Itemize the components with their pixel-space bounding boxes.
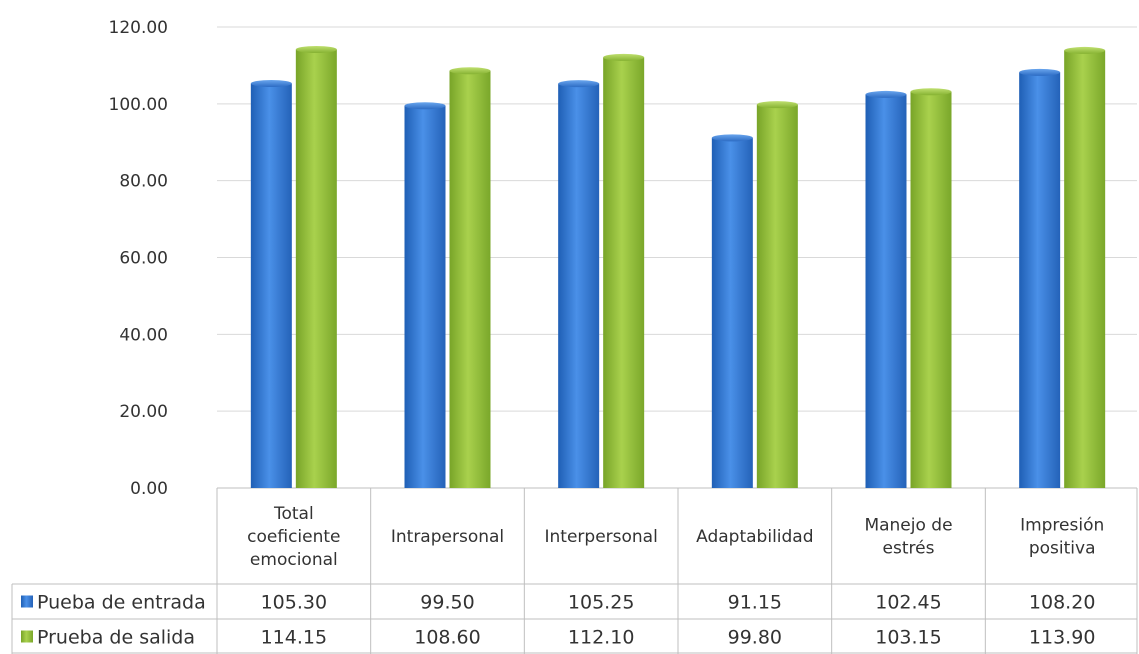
bar-top — [756, 101, 798, 109]
bar-salida — [295, 49, 337, 488]
data-label: 108.20 — [1029, 592, 1095, 614]
y-tick-label: 40.00 — [119, 325, 168, 345]
bar-entrada — [711, 137, 753, 488]
bar-top — [865, 90, 907, 98]
bar-entrada — [250, 83, 292, 488]
bar-top — [250, 79, 292, 87]
bar-salida — [603, 57, 645, 488]
y-tick-label: 120.00 — [109, 18, 168, 38]
bar-top — [1064, 46, 1106, 54]
bar-entrada — [558, 83, 600, 488]
bar-top — [404, 102, 446, 110]
bar-top — [1019, 68, 1061, 76]
data-label: 102.45 — [875, 592, 941, 614]
y-tick-label: 0.00 — [130, 479, 168, 499]
bar-top — [711, 134, 753, 142]
data-label: 114.15 — [261, 627, 327, 649]
data-label: 103.15 — [875, 627, 941, 649]
y-tick-label: 60.00 — [119, 249, 168, 269]
gridlines — [217, 26, 1137, 489]
y-tick-label: 80.00 — [119, 172, 168, 192]
legend-label: Pueba de entrada — [37, 592, 206, 614]
data-label: 108.60 — [414, 627, 480, 649]
y-axis: 0.00 20.00 40.00 60.00 80.00 100.00 120.00 — [109, 18, 168, 499]
bar-top — [603, 53, 645, 61]
data-label: 99.50 — [420, 592, 474, 614]
category-label: estrés — [883, 539, 935, 559]
category-label: Intrapersonal — [391, 527, 504, 547]
bar-top — [449, 67, 491, 75]
data-label: 113.90 — [1029, 627, 1095, 649]
y-tick-label: 100.00 — [109, 95, 168, 115]
category-label: emocional — [250, 550, 338, 570]
bar-salida — [1064, 50, 1106, 488]
data-table: Total coeficiente emocional Intrapersonal In… — [11, 488, 1138, 654]
bar-entrada — [865, 94, 907, 488]
bar-entrada — [404, 105, 446, 489]
data-label: 105.30 — [261, 592, 327, 614]
bar-entrada — [1019, 72, 1061, 488]
data-label: 91.15 — [728, 592, 782, 614]
bars — [250, 45, 1106, 489]
category-label: positiva — [1029, 539, 1096, 559]
bar-top — [295, 45, 337, 53]
legend-key-salida — [21, 630, 33, 643]
data-label: 99.80 — [728, 627, 782, 649]
category-label: Adaptabilidad — [696, 527, 813, 547]
category-label: Impresión — [1020, 516, 1104, 536]
legend-label: Prueba de salida — [37, 627, 195, 649]
legend-key-entrada — [21, 595, 33, 608]
category-label: Interpersonal — [545, 527, 658, 547]
data-label: 112.10 — [568, 627, 634, 649]
data-label: 105.25 — [568, 592, 634, 614]
category-label: Total — [273, 504, 314, 524]
bar-top — [910, 88, 952, 96]
bar-salida — [910, 91, 952, 488]
category-label: coeficiente — [247, 527, 340, 547]
bar-top — [558, 80, 600, 88]
category-label: Manejo de — [864, 516, 952, 536]
bar-salida — [756, 104, 798, 488]
bar-salida — [449, 70, 491, 489]
y-tick-label: 20.00 — [119, 402, 168, 422]
